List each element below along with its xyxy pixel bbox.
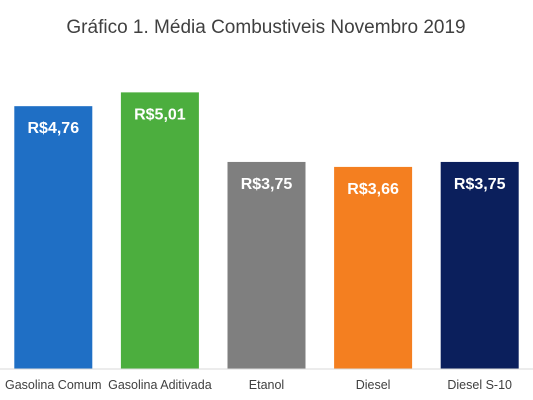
chart-title: Gráfico 1. Média Combustiveis Novembro 2… (66, 17, 465, 38)
value-label-3: R$3,66 (347, 181, 399, 198)
category-label-2: Etanol (249, 378, 284, 392)
value-label-0: R$4,76 (28, 120, 80, 137)
category-labels-group: Gasolina Comum Gasolina Aditivada Etanol Di… (5, 378, 512, 392)
category-label-1: Gasolina Aditivada (108, 378, 212, 392)
bars-group (14, 92, 519, 369)
bar-3 (334, 166, 413, 369)
value-labels-group: R$4,76 R$5,01 R$3,75 R$3,66 R$3,75 (28, 106, 506, 198)
bar-1 (120, 92, 199, 369)
category-label-3: Diesel (356, 378, 391, 392)
value-label-2: R$3,75 (241, 176, 293, 193)
category-label-0: Gasolina Comum (5, 378, 102, 392)
value-label-1: R$5,01 (134, 106, 186, 123)
value-label-4: R$3,75 (454, 176, 506, 193)
bar-4 (440, 161, 519, 369)
category-label-4: Diesel S-10 (447, 378, 512, 392)
bar-0 (14, 106, 93, 369)
bar-2 (227, 161, 306, 369)
